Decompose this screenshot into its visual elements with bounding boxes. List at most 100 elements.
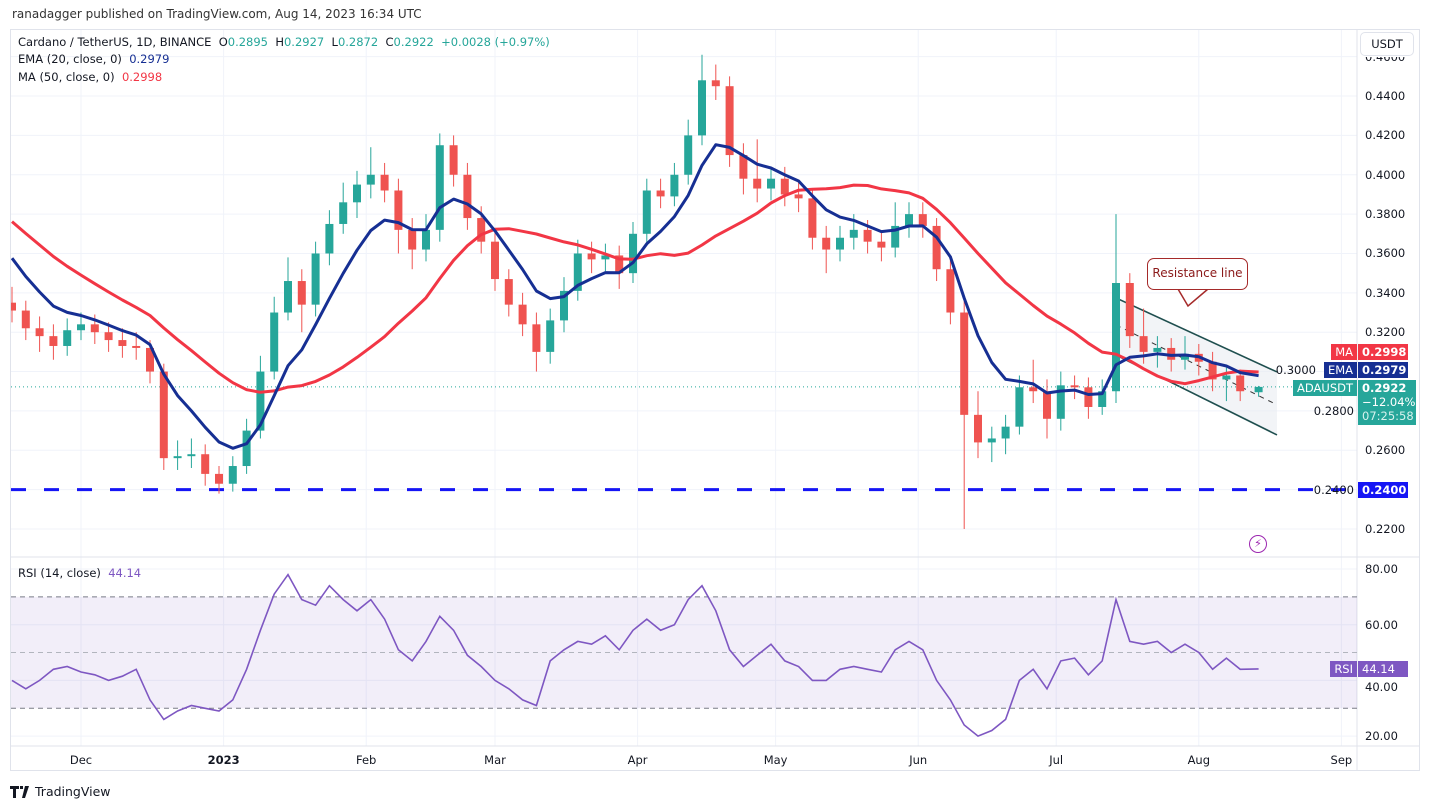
candle-body (1236, 375, 1245, 392)
candle (1029, 359, 1038, 404)
candle-body (1153, 347, 1162, 352)
tradingview-logo (10, 785, 29, 798)
candle-body (877, 241, 886, 248)
candle-body (311, 253, 320, 305)
time-tick-label: 2023 (207, 753, 240, 767)
candle (380, 162, 389, 203)
candle (918, 202, 927, 238)
candle-body (201, 454, 210, 474)
candle-body (1056, 385, 1065, 419)
rsi-value: 44.14 (108, 566, 142, 580)
ma-tag-name: MA (1331, 344, 1357, 360)
candle-body (104, 332, 113, 341)
candle (325, 210, 334, 266)
candle-body (987, 438, 996, 443)
candle (753, 139, 762, 203)
candle-body (1029, 387, 1038, 392)
candle-body (118, 340, 127, 346)
candle-body (518, 304, 527, 325)
candle (987, 426, 996, 463)
ma-tag-value: 0.2998 (1358, 344, 1408, 360)
candle (339, 182, 348, 234)
price-tick-label: 0.3400 (1365, 285, 1406, 300)
candle (932, 218, 941, 282)
ema-line (11, 143, 1259, 450)
price-tick-label: 0.4200 (1365, 128, 1406, 143)
candle-body (228, 466, 237, 484)
candle-body (463, 174, 472, 219)
candle-body (49, 336, 58, 346)
candle (187, 438, 196, 468)
candle (615, 245, 624, 289)
symbol-tag-name: ADAUSDT (1293, 380, 1357, 396)
open-label: O (218, 35, 228, 49)
candle (573, 239, 582, 301)
resistance-callout[interactable]: Resistance line (1147, 258, 1248, 290)
candle (449, 135, 458, 187)
channel-fill (1116, 297, 1277, 435)
candle (215, 466, 223, 494)
candle-body (366, 174, 375, 185)
candle-body (711, 80, 720, 87)
rsi-legend[interactable]: RSI (14, close) 44.14 (18, 566, 141, 580)
candle (1056, 371, 1065, 431)
candle-body (642, 190, 651, 234)
ma-value: 0.2998 (121, 70, 163, 84)
ema-tag-value: 0.2979 (1358, 362, 1408, 378)
candle (77, 312, 85, 341)
candle (532, 312, 541, 372)
currency-button[interactable]: USDT (1360, 32, 1414, 56)
candle (1236, 369, 1245, 402)
candle-body (1098, 391, 1107, 407)
price-tick-label: 0.2400 (1313, 482, 1354, 497)
time-tick-label: May (763, 753, 788, 767)
ma-line (11, 183, 1259, 394)
candle (974, 391, 982, 459)
change-value: +0.0028 (+0.97%) (441, 35, 550, 49)
candle-body (615, 255, 624, 274)
candle-body (753, 178, 762, 189)
rsi-line (11, 573, 1259, 738)
price-tick-label: 0.2200 (1365, 522, 1406, 536)
candle-body (77, 324, 85, 331)
publisher-line: ranadagger published on TradingView.com,… (12, 7, 422, 21)
candle (946, 257, 955, 325)
high-value: 0.2927 (283, 35, 325, 49)
candle-body (849, 229, 858, 238)
price-tick-label: 0.4000 (1365, 167, 1406, 182)
candle (1181, 336, 1189, 370)
candle-body (270, 312, 279, 372)
candle (394, 178, 403, 254)
candle-body (215, 473, 223, 484)
ma-label: MA (50, close, 0) (18, 70, 115, 84)
candle (518, 292, 527, 337)
candle-body (794, 194, 803, 199)
candle-body (836, 237, 844, 250)
candle-body (422, 229, 430, 250)
candle-body (725, 86, 734, 156)
ema-tag-name: EMA (1323, 362, 1357, 378)
candle-body (1070, 385, 1079, 388)
candle (836, 225, 844, 262)
last-price: 0.2922 (1362, 381, 1407, 395)
candle (905, 202, 913, 238)
candle (960, 300, 969, 529)
ma-legend[interactable]: MA (50, close, 0) 0.2998 (18, 70, 162, 84)
candle (794, 182, 803, 213)
symbol-title[interactable]: Cardano / TetherUS, 1D, BINANCE (18, 35, 212, 49)
candle-body (394, 190, 403, 230)
candle-body (284, 281, 292, 313)
candle (1084, 377, 1093, 419)
lightning-icon[interactable]: ⚡︎ (1249, 535, 1267, 553)
candle (49, 324, 58, 360)
rsi-tag-name: RSI (1330, 661, 1357, 677)
candle (1153, 336, 1162, 368)
price-tick-label: 0.3600 (1365, 246, 1406, 261)
candle (739, 143, 748, 195)
candle-body (573, 253, 582, 291)
ema-legend[interactable]: EMA (20, close, 0) 0.2979 (18, 52, 169, 66)
time-tick-label: Jun (909, 753, 928, 767)
candle-body (1222, 375, 1231, 380)
candle (1015, 375, 1024, 435)
